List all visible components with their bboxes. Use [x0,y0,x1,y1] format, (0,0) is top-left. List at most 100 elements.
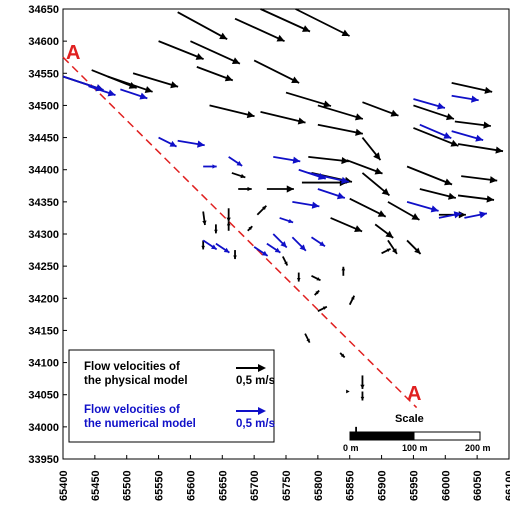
numerical-vector [451,94,479,103]
numerical-vector [291,236,307,252]
scale-label-100: 100 m [402,443,428,453]
numerical-vector [202,239,218,251]
numerical-vector [310,236,326,247]
physical-vector [177,11,228,41]
physical-vector [296,272,301,282]
axis-ticks [62,8,510,460]
physical-vector [209,104,255,119]
scale-bar: Scale 0 m 100 m 200 m [343,413,491,453]
physical-vector [214,224,218,234]
y-tick-label: 33950 [28,454,59,466]
scale-label-0: 0 m [343,443,359,453]
legend-physical-label-1: Flow velocities of [84,361,180,373]
x-tick-label: 65950 [408,470,420,501]
y-tick-label: 34550 [28,68,59,80]
physical-vector [107,75,153,93]
x-tick-label: 66000 [440,470,452,501]
x-tick-label: 65400 [58,470,70,501]
y-tick-label: 34050 [28,390,59,402]
physical-vector [360,375,365,389]
numerical-vector [253,246,269,257]
physical-vector [226,221,231,231]
physical-vector [260,8,311,33]
physical-vector [308,155,349,165]
physical-vector [317,123,364,136]
x-tick-label: 65550 [154,470,166,501]
physical-vector [202,211,207,226]
physical-vector [387,201,420,221]
x-tick-label: 65900 [377,470,389,501]
physical-vector [349,197,387,218]
physical-vector [196,66,234,82]
x-tick-label: 65650 [217,470,229,501]
numerical-vectors [62,75,488,257]
numerical-vector [273,155,301,164]
physical-vector [234,17,285,42]
y-tick-label: 34450 [28,133,59,145]
legend-physical-value: 0,5 m/s [236,375,275,387]
physical-vector [201,240,205,250]
x-tick-label: 65700 [249,470,261,501]
physical-vector [406,165,453,186]
section-label-start: A [66,42,80,64]
y-tick-label: 34150 [28,325,59,337]
physical-vector [348,295,356,306]
physical-vector [158,40,204,60]
legend-numerical-arrow [236,407,266,415]
scale-bar-black [349,431,415,441]
numerical-vector [464,211,488,219]
legend-arrows [236,364,266,415]
numerical-vector [177,139,205,148]
physical-vector [132,72,179,89]
numerical-vector [88,85,116,97]
physical-vectors [62,8,504,436]
scale-label-200: 200 m [465,443,491,453]
physical-vector [260,110,306,125]
x-axis-labels: 65400 65450 65500 65550 65600 65650 65700 65750… [58,470,510,501]
y-tick-label: 34500 [28,100,59,112]
physical-vector [314,289,320,296]
section-line [62,56,418,409]
x-tick-label: 66050 [472,470,484,501]
y-tick-label: 34300 [28,229,59,241]
physical-vector [231,172,246,179]
x-tick-label: 65800 [313,470,325,501]
numerical-vector [266,242,281,254]
physical-vector [451,82,493,94]
numerical-vector [419,123,452,140]
physical-vector [226,208,231,222]
legend-numerical-value: 0,5 m/s [236,418,275,430]
physical-vector [304,333,311,344]
legend-box [68,349,275,443]
physical-vector [413,127,459,147]
physical-vector [346,159,383,175]
numerical-vector [215,242,230,254]
numerical-vector [279,217,294,224]
physical-vector [247,225,253,232]
x-tick-label: 65500 [122,470,134,501]
numerical-vector [158,136,177,148]
legend-physical-arrow [236,364,266,372]
y-tick-label: 34100 [28,358,59,370]
physical-vector [266,185,294,193]
physical-vector [361,137,382,161]
physical-vector [295,8,350,37]
scale-title: Scale [395,413,424,425]
physical-vector [339,352,346,359]
y-tick-label: 34600 [28,36,59,48]
physical-vector [457,143,504,154]
numerical-vector [272,233,288,249]
physical-vector [361,172,391,197]
numerical-vector [413,98,446,110]
physical-vector [461,175,498,184]
y-tick-label: 34650 [28,4,59,16]
numerical-vector [406,200,439,213]
physical-vector [285,91,332,108]
y-tick-label: 34400 [28,165,59,177]
legend-physical-label-2: the physical model [84,375,188,387]
numerical-vector [292,200,320,209]
physical-vector [341,266,346,276]
physical-vector [387,239,398,255]
